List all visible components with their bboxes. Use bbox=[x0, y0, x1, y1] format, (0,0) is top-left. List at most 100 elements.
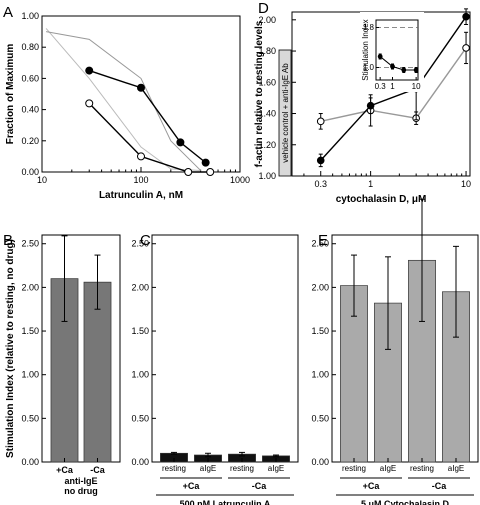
panel-d-inset-data-point bbox=[377, 54, 383, 59]
panel-d-inset-xtick-label: 0.3 bbox=[375, 82, 387, 91]
panel-b-ytick-label: 1.00 bbox=[21, 370, 39, 380]
panel-e-group-label: -Ca bbox=[432, 481, 447, 491]
panel-c-chart: 0.00 0.50 1.00 1.50 2.00 2.50 resting aIgE resti… bbox=[131, 234, 299, 505]
panel-c-footer-label: 500 nM Latrunculin A bbox=[180, 499, 271, 505]
panel-c-ytick-label: 2.00 bbox=[131, 282, 149, 292]
panel-d-ytick-label: 1.60 bbox=[258, 77, 276, 87]
panel-letter-a: A bbox=[3, 4, 13, 21]
panel-letter-d: D bbox=[258, 0, 269, 17]
panel-e-category-label: resting bbox=[410, 464, 434, 473]
panel-e-chart: 0.00 0.50 1.00 1.50 2.00 2.50 resting aIgE resti… bbox=[311, 198, 479, 505]
panel-b-ytick-label: 2.00 bbox=[21, 282, 39, 292]
panel-a-series-line bbox=[46, 31, 201, 171]
panel-d-xtick-label: 1 bbox=[368, 179, 373, 189]
panel-e-ytick-label: 2.50 bbox=[311, 239, 329, 249]
panel-c-group-label: -Ca bbox=[252, 481, 267, 491]
panel-a-ytick-label: 0.40 bbox=[21, 105, 39, 115]
panel-a-data-point bbox=[201, 158, 210, 167]
panel-a-data-point bbox=[137, 83, 145, 92]
panel-c-ytick-label: 0.00 bbox=[131, 457, 149, 467]
panel-c-frame bbox=[151, 234, 299, 463]
panel-e-group-label: +Ca bbox=[363, 481, 381, 491]
panel-d-ytick-label: 1.20 bbox=[258, 140, 276, 150]
panel-d-inset-xtick-label: 10 bbox=[412, 82, 421, 91]
panel-c-ytick-label: 2.50 bbox=[131, 239, 149, 249]
panel-a-chart: 0.00 0.20 0.40 0.60 0.80 1.00 10 100 1000 Latrunc… bbox=[5, 11, 250, 201]
panel-d-inset-ytick-label: 1.8 bbox=[363, 23, 375, 32]
panel-e-ytick-label: 0.00 bbox=[311, 457, 329, 467]
panel-b-ytick-label: 0.00 bbox=[21, 457, 39, 467]
panel-d-control-bar bbox=[278, 49, 292, 177]
panel-c-category-label: aIgE bbox=[200, 464, 216, 473]
panel-e-frame bbox=[331, 234, 479, 463]
panel-b-group-label-2: no drug bbox=[64, 486, 98, 496]
panel-e-ytick-label: 0.50 bbox=[311, 413, 329, 423]
panel-a-xtick-label: 10 bbox=[37, 175, 47, 185]
panel-d-xtick-label: 10 bbox=[461, 179, 471, 189]
panel-e-category-label: aIgE bbox=[380, 464, 396, 473]
panel-b-ytick-label: 1.50 bbox=[21, 326, 39, 336]
panel-d-inset-bg bbox=[360, 12, 424, 92]
panel-a-series-line bbox=[89, 69, 207, 164]
panel-c-category-label: aIgE bbox=[268, 464, 284, 473]
panel-a-series-line bbox=[45, 28, 201, 171]
panel-d-inset-frame bbox=[375, 19, 419, 81]
panel-a-data-point bbox=[137, 152, 145, 161]
panel-b-category-label: +Ca bbox=[56, 465, 74, 475]
panel-a-xlabel: Latrunculin A, nM bbox=[99, 190, 183, 201]
panel-a-ylabel: Fraction of Maximum bbox=[5, 44, 16, 145]
panel-d-ylabel: f-actin relative to resting levels bbox=[254, 20, 265, 167]
panel-c-category-label: resting bbox=[162, 464, 186, 473]
panel-letter-c: C bbox=[140, 232, 151, 249]
panel-d-ytick-label: 1.80 bbox=[258, 46, 276, 56]
panel-e-category-label: aIgE bbox=[448, 464, 464, 473]
panel-a-series-line bbox=[88, 102, 211, 173]
panel-d-inset-line bbox=[379, 56, 417, 71]
panel-a-ytick-label: 0.00 bbox=[21, 167, 39, 177]
panel-a-xtick-label: 1000 bbox=[230, 175, 250, 185]
panel-c-ytick-label: 0.50 bbox=[131, 413, 149, 423]
panel-d-inset-ytick-label: 1.0 bbox=[363, 63, 375, 72]
panel-b-group-label-1: anti-IgE bbox=[65, 476, 98, 486]
panel-d-series-line bbox=[320, 47, 467, 123]
panel-d-inset-xtick-label: 1 bbox=[390, 82, 395, 91]
panel-d-inset-data-point bbox=[390, 64, 395, 69]
panel-a-frame bbox=[41, 15, 241, 173]
panel-a-ytick-label: 0.80 bbox=[21, 42, 39, 52]
panel-d-data-point bbox=[316, 156, 325, 165]
panel-b-category-label: -Ca bbox=[90, 465, 105, 475]
panel-d-xtick-label: 0.3 bbox=[314, 179, 327, 189]
panel-d-inset-data-point bbox=[401, 67, 407, 73]
panel-c-group-label: +Ca bbox=[183, 481, 201, 491]
panel-a-data-point bbox=[176, 138, 185, 147]
panel-b-bar bbox=[83, 281, 112, 463]
panel-d-ytick-label: 1.40 bbox=[258, 109, 276, 119]
panel-a-data-point bbox=[85, 99, 94, 108]
panel-e-ytick-label: 1.50 bbox=[311, 326, 329, 336]
panel-e-category-label: resting bbox=[342, 464, 366, 473]
panel-c-ytick-label: 1.00 bbox=[131, 370, 149, 380]
panel-c-category-label: resting bbox=[230, 464, 254, 473]
panel-d-series-line bbox=[320, 16, 467, 161]
panel-e-footer-label: 5 μM Cytochalasin D bbox=[361, 499, 450, 505]
panel-a-data-point bbox=[184, 168, 193, 176]
panel-c-ytick-label: 1.50 bbox=[131, 326, 149, 336]
panel-d-xlabel: cytochalasin D, μM bbox=[336, 194, 427, 205]
panel-d-inset-data-point bbox=[413, 67, 419, 73]
panel-letter-e: E bbox=[318, 232, 328, 249]
panel-b-frame bbox=[41, 234, 121, 463]
panel-d-chart: vehicle control + anti-IgE Ab 1.00 1.20 1.4… bbox=[254, 8, 471, 205]
panel-a-data-point bbox=[85, 66, 94, 75]
panel-a-xtick-label: 100 bbox=[133, 175, 148, 185]
panel-a-ytick-label: 0.60 bbox=[21, 73, 39, 83]
panel-d-data-point bbox=[462, 44, 470, 52]
panel-d-inset-ylabel: Stimulation Index bbox=[361, 19, 370, 80]
panel-letter-b: B bbox=[3, 232, 13, 249]
panel-b-ytick-label: 2.50 bbox=[21, 239, 39, 249]
panel-b-chart: 0.00 0.50 1.00 1.50 2.00 2.50 +Ca -Caanti-IgEno… bbox=[5, 234, 121, 496]
panel-d-data-point bbox=[366, 101, 375, 110]
panel-a-ytick-label: 1.00 bbox=[21, 11, 39, 21]
panel-d-ytick-label: 1.00 bbox=[258, 171, 276, 181]
panel-d-data-point bbox=[316, 117, 325, 126]
